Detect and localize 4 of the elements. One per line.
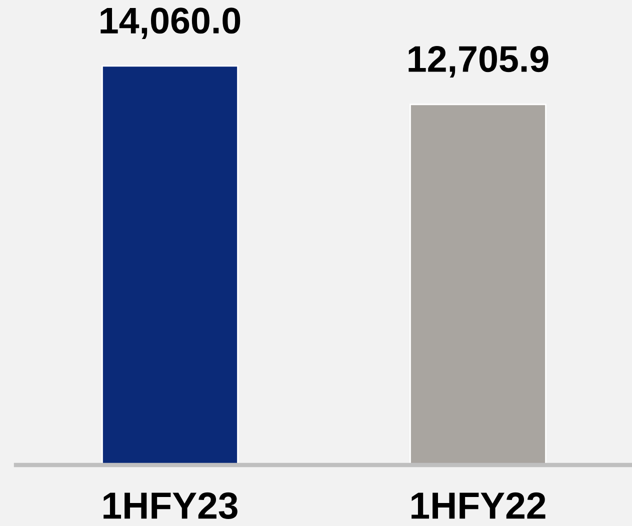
x-tick-label: 1HFY23 (104, 492, 238, 519)
data-label: 12,705.9 (408, 46, 548, 78)
data-label: 14,060.0 (100, 8, 240, 40)
x-tick-label: 1HFY22 (412, 492, 546, 519)
